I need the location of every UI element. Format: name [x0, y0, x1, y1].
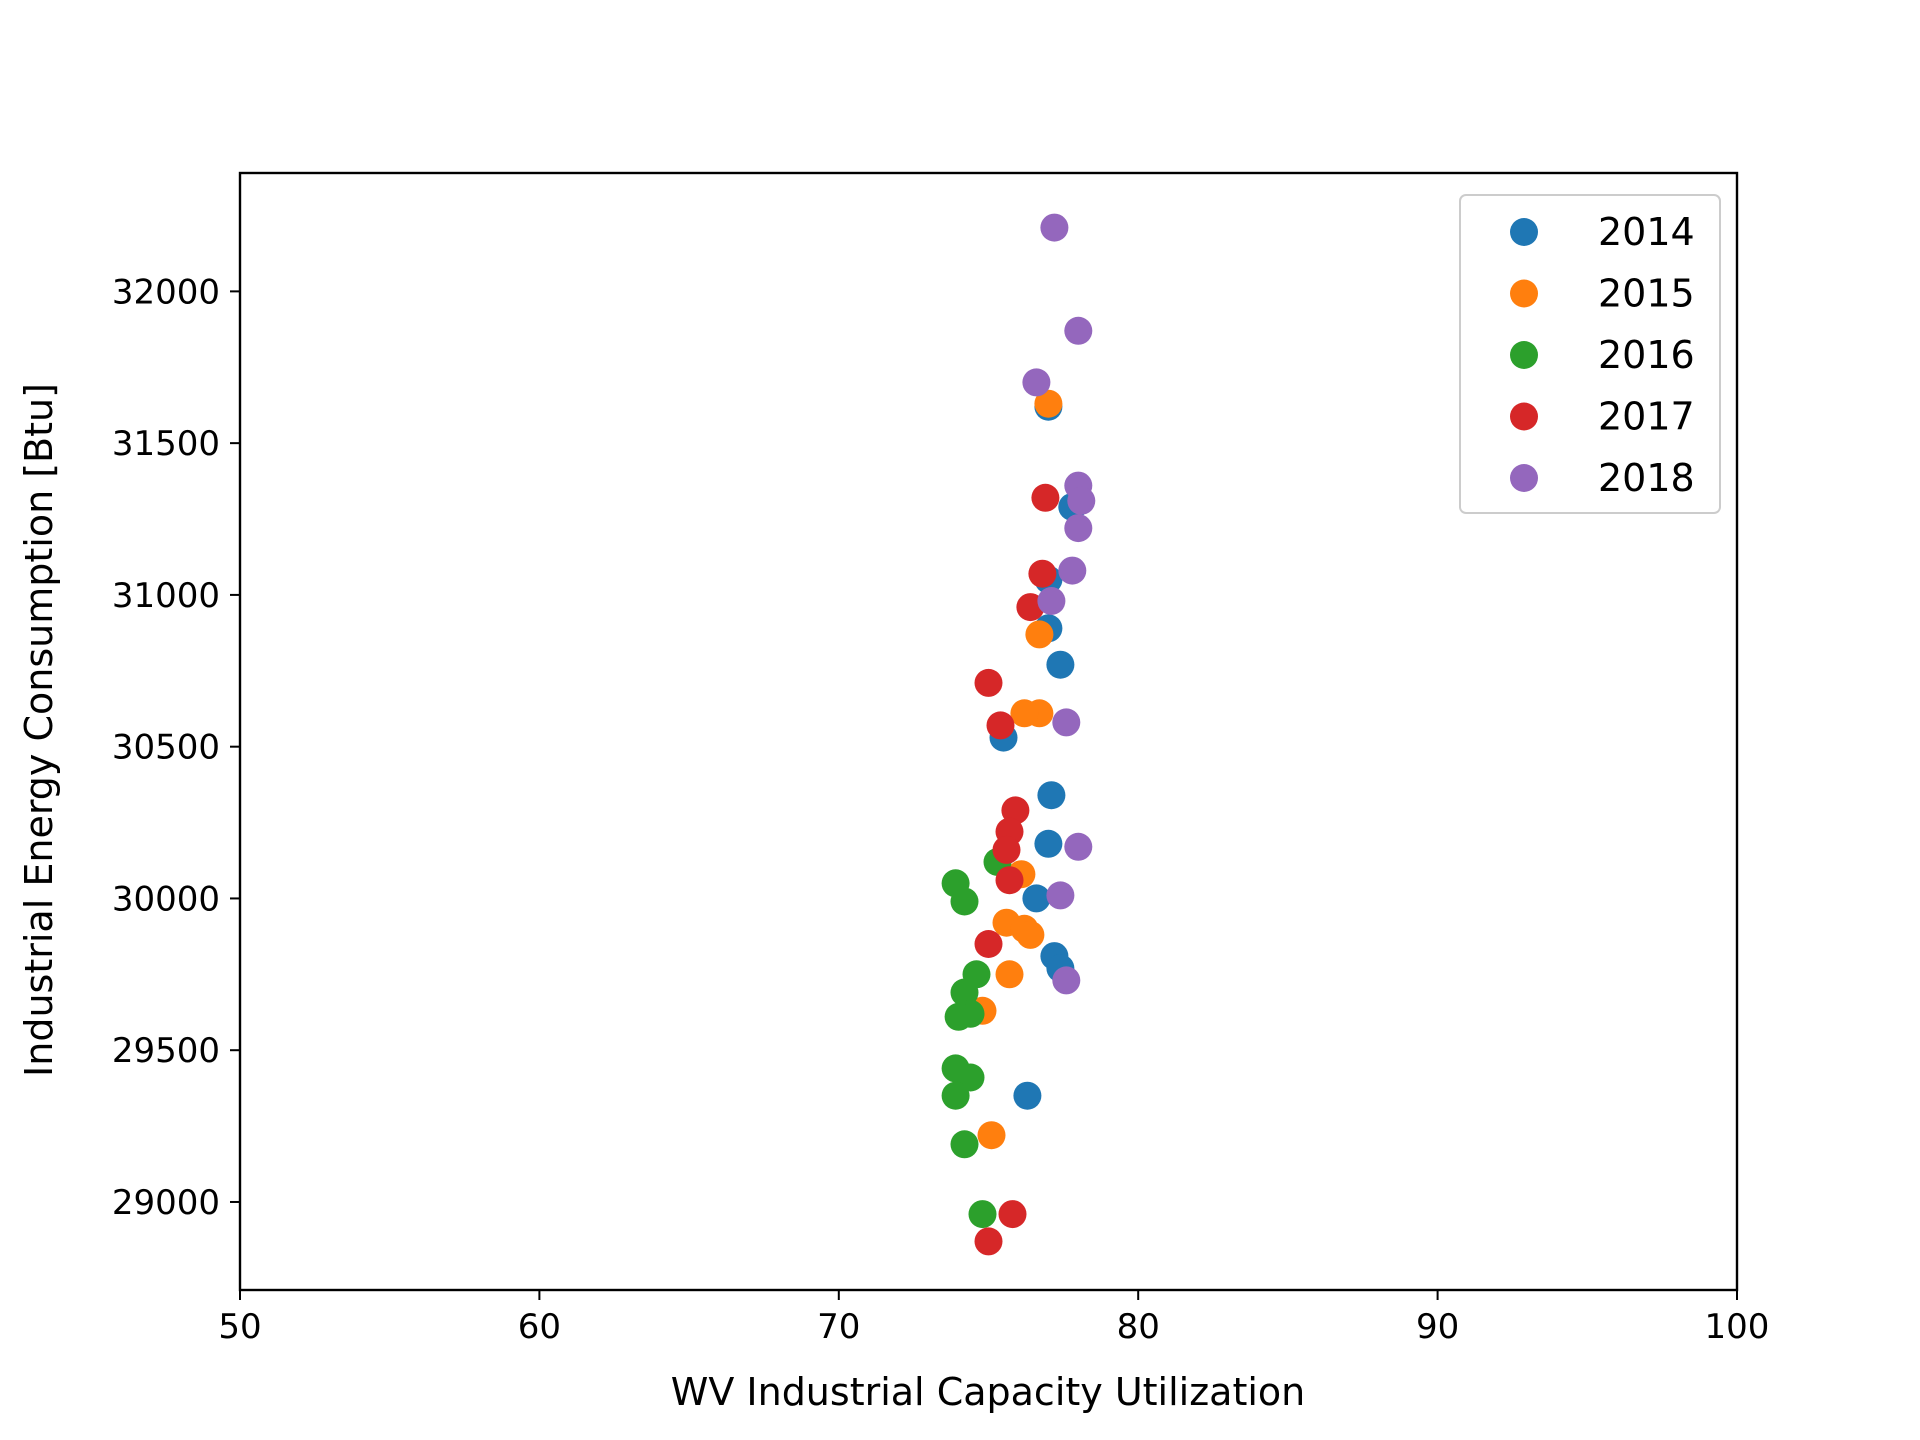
y-tick-label-31000: 31000 — [112, 576, 220, 616]
point-2018-0 — [1040, 213, 1069, 242]
x-tick-label-70: 70 — [817, 1307, 860, 1347]
point-2014-7 — [1034, 829, 1063, 858]
x-tick-label-50: 50 — [218, 1307, 261, 1347]
point-2018-8 — [1052, 708, 1081, 737]
legend-label-2014: 2014 — [1598, 210, 1695, 254]
point-2015-3 — [1010, 699, 1039, 728]
legend-marker-2015 — [1510, 279, 1538, 308]
point-2014-11 — [1013, 1081, 1042, 1110]
legend-label-2016: 2016 — [1598, 333, 1695, 377]
y-tick-label-29500: 29500 — [112, 1031, 220, 1071]
x-tick-label-80: 80 — [1117, 1307, 1160, 1347]
point-2015-0 — [1034, 389, 1063, 418]
plot-area-frame — [238, 171, 1739, 1292]
legend-marker-2016 — [1510, 341, 1538, 369]
point-2017-5 — [1001, 796, 1030, 825]
x-axis-ticks: 50 60 70 80 90 100 — [218, 1290, 1769, 1347]
point-2018-2 — [1022, 368, 1051, 397]
point-2017-11 — [974, 1227, 1003, 1256]
point-2017-2 — [1016, 593, 1045, 622]
point-2018-7 — [1037, 587, 1066, 615]
point-2015-10 — [977, 1121, 1006, 1150]
point-2014-6 — [1037, 781, 1066, 810]
point-2018-11 — [1052, 966, 1081, 995]
point-2018-10 — [1046, 881, 1075, 910]
point-2015-7 — [1016, 920, 1045, 949]
point-2016-10 — [950, 1130, 979, 1159]
point-2017-1 — [1028, 559, 1057, 588]
y-tick-label-31500: 31500 — [112, 424, 220, 464]
point-2017-8 — [995, 866, 1024, 895]
point-2017-9 — [974, 930, 1003, 958]
x-tick-label-100: 100 — [1705, 1307, 1770, 1347]
point-2017-10 — [998, 1200, 1027, 1229]
point-2018-6 — [1058, 556, 1087, 585]
point-2016-4 — [950, 978, 979, 1007]
point-2014-4 — [1046, 650, 1075, 679]
legend-box — [1459, 194, 1721, 514]
point-2016-9 — [941, 1081, 970, 1110]
legend-marker-2014 — [1510, 218, 1538, 246]
y-tick-label-32000: 32000 — [112, 272, 220, 312]
point-2016-2 — [950, 887, 979, 916]
point-2014-8 — [1022, 884, 1051, 913]
point-2016-11 — [968, 1200, 997, 1229]
x-axis-label: WV Industrial Capacity Utilization — [671, 1370, 1306, 1414]
legend-marker-2018 — [1510, 464, 1538, 492]
point-2017-0 — [1031, 483, 1060, 512]
point-2018-5 — [1064, 514, 1093, 543]
y-tick-label-30500: 30500 — [112, 728, 220, 768]
point-2017-3 — [974, 668, 1003, 697]
point-2018-4 — [1067, 486, 1096, 515]
x-tick-label-60: 60 — [518, 1307, 561, 1347]
point-2018-1 — [1064, 316, 1093, 345]
y-tick-label-30000: 30000 — [112, 879, 220, 919]
legend-label-2017: 2017 — [1598, 395, 1695, 439]
point-2016-6 — [944, 1002, 973, 1031]
x-tick-label-90: 90 — [1416, 1307, 1459, 1347]
y-tick-label-29000: 29000 — [112, 1183, 220, 1223]
legend-label-2018: 2018 — [1598, 456, 1695, 500]
y-axis-label: Industrial Energy Consumption [Btu] — [17, 383, 61, 1077]
point-2017-4 — [986, 711, 1015, 740]
data-points — [941, 213, 1096, 1256]
legend: 2014 2015 2016 2017 2018 — [1459, 194, 1721, 514]
point-2017-7 — [992, 835, 1021, 864]
legend-marker-2017 — [1510, 402, 1538, 431]
point-2015-1 — [1025, 620, 1054, 649]
point-2015-8 — [995, 960, 1024, 989]
legend-label-2015: 2015 — [1598, 272, 1695, 316]
point-2018-9 — [1064, 832, 1093, 861]
y-axis-ticks: 29000 29500 30000 30500 31000 31500 32000 — [112, 272, 240, 1223]
